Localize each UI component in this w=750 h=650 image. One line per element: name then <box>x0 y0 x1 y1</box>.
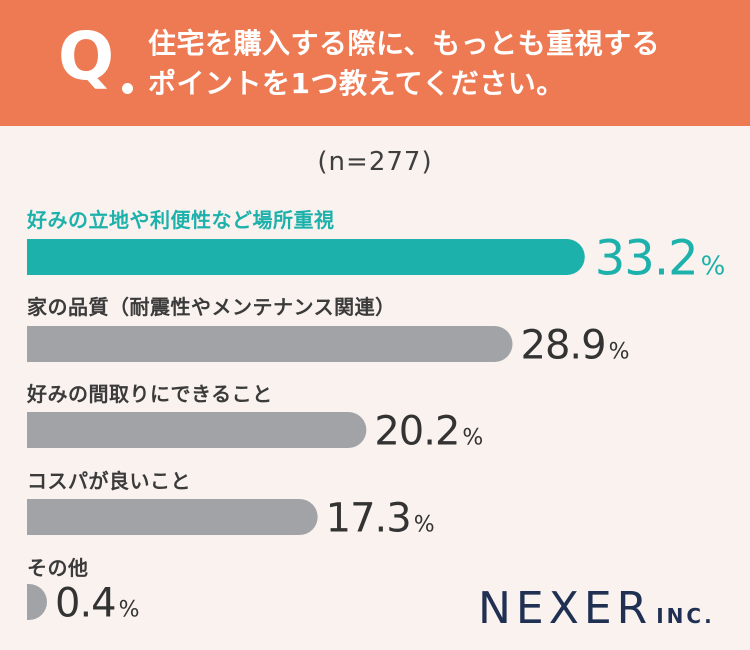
category-label: 好みの立地や利便性など場所重視 <box>27 208 335 232</box>
bar <box>27 499 318 535</box>
question-line-2: ポイントを1つ教えてください。 <box>148 67 565 100</box>
category-label: その他 <box>27 556 89 580</box>
q-dot <box>122 83 133 94</box>
logo-sub: INC. <box>656 604 715 628</box>
logo-main: NEXER <box>478 583 653 634</box>
value-label: 20.2% <box>374 408 483 454</box>
value-label: 33.2% <box>595 230 726 286</box>
nexer-logo: NEXER INC. <box>478 583 715 634</box>
sample-size: (n=277) <box>317 147 433 177</box>
value-label: 17.3% <box>326 495 435 541</box>
category-label: コスパが良いこと <box>27 469 191 493</box>
category-label: 好みの間取りにできること <box>27 382 273 406</box>
q-mark: Q <box>58 18 115 95</box>
bar <box>27 584 47 620</box>
value-label: 0.4% <box>55 580 140 626</box>
bar <box>27 239 585 275</box>
question-text: 住宅を購入する際に、もっとも重視する ポイントを1つ教えてください。 <box>148 24 728 104</box>
value-label: 28.9% <box>521 322 630 368</box>
bar <box>27 412 367 448</box>
category-label: 家の品質（耐震性やメンテナンス関連） <box>27 295 396 319</box>
question-line-1: 住宅を購入する際に、もっとも重視する <box>148 27 661 60</box>
bar <box>27 326 513 362</box>
question-header: Q 住宅を購入する際に、もっとも重視する ポイントを1つ教えてください。 <box>0 0 750 126</box>
